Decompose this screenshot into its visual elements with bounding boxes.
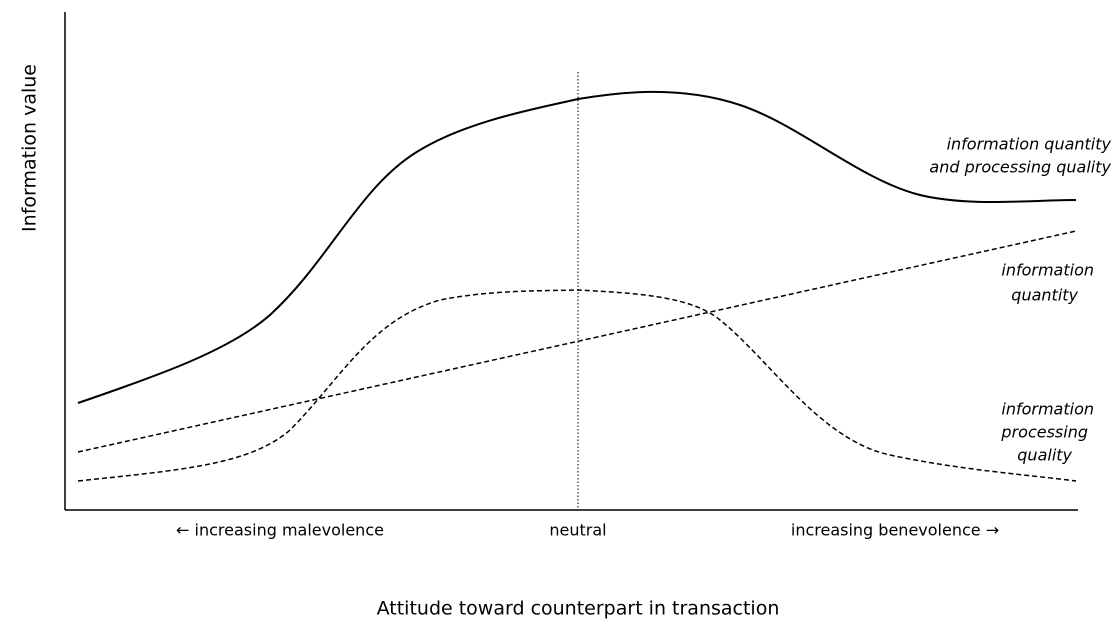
curve-label: and processing quality (929, 158, 1111, 177)
quantity-curve (77, 230, 1077, 453)
x-marker: neutral (549, 521, 606, 540)
curve-label: information quantity (947, 135, 1112, 154)
x-marker: ← increasing malevolence (176, 521, 384, 540)
curve-label: quality (1017, 446, 1072, 465)
x-marker: increasing benevolence → (791, 521, 999, 540)
processing-curve (77, 289, 1077, 482)
x-axis-label: Attitude toward counterpart in transacti… (377, 598, 780, 620)
curve-label: processing (1000, 423, 1088, 442)
curve-label: information (1001, 261, 1094, 280)
curve-label: information (1001, 400, 1094, 419)
combined-curve (77, 90, 1077, 404)
curve-label: quantity (1011, 286, 1078, 305)
y-axis-label: Information value (19, 64, 41, 232)
